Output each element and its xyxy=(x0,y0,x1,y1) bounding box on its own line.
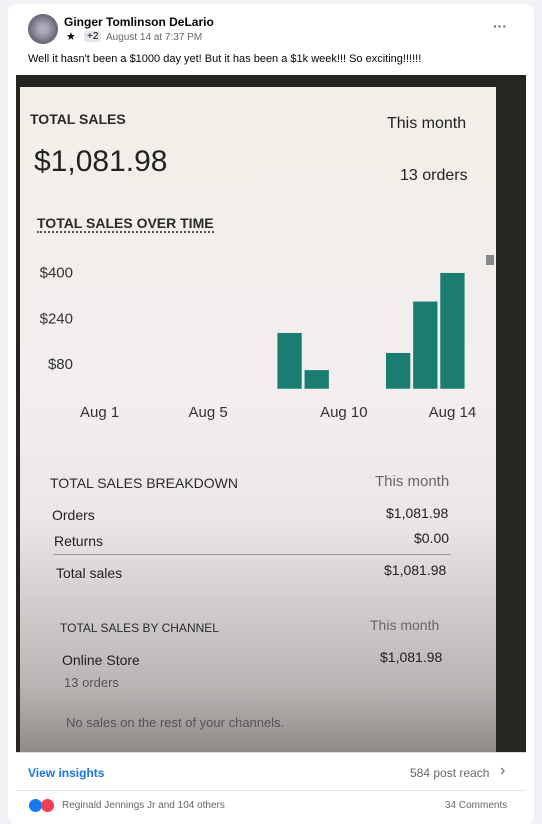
bar xyxy=(277,332,302,389)
divider xyxy=(16,752,526,753)
bar xyxy=(385,352,411,389)
y-tick-label: $400 xyxy=(40,265,73,282)
insights-link[interactable]: View insights xyxy=(28,766,105,780)
screen: TOTAL SALES This month $1,081.98 13 orde… xyxy=(20,87,496,753)
photo[interactable]: TOTAL SALES This month $1,081.98 13 orde… xyxy=(16,75,526,753)
row-label: Orders xyxy=(52,507,95,523)
row-label: Total sales xyxy=(56,565,123,581)
x-tick-label: Aug 14 xyxy=(429,404,477,421)
divider xyxy=(54,554,450,555)
author[interactable]: Ginger Tomlinson DeLario xyxy=(64,15,214,29)
channel-note: No sales on the rest of your channels. xyxy=(66,715,285,730)
reactions[interactable]: Reginald Jennings Jr and 104 others xyxy=(62,800,225,811)
post-reach[interactable]: 584 post reach xyxy=(410,766,490,780)
badge: +2 xyxy=(84,31,102,42)
total-amount: $1,081.98 xyxy=(34,145,168,178)
y-tick-label: $80 xyxy=(48,356,73,373)
channel-name: Online Store xyxy=(62,652,140,668)
like-icon xyxy=(29,799,42,812)
chevron: › xyxy=(500,762,506,779)
channel-period: This month xyxy=(370,617,440,633)
comments[interactable]: 34 Comments xyxy=(445,800,508,811)
channel-title: TOTAL SALES BY CHANNEL xyxy=(60,621,219,635)
breakdown-period: This month xyxy=(375,473,450,490)
total-sales-title: TOTAL SALES xyxy=(30,111,126,127)
row-label: Returns xyxy=(54,533,104,549)
row-value: $1,081.98 xyxy=(386,505,449,521)
channel-amount: $1,081.98 xyxy=(380,649,443,665)
timestamp[interactable]: August 14 at 7:37 PM xyxy=(106,32,203,43)
chart-title: TOTAL SALES OVER TIME xyxy=(37,215,214,233)
star-icon: ★ xyxy=(66,31,76,43)
order-count: 13 orders xyxy=(400,167,468,184)
bar xyxy=(440,272,465,389)
row-value: $1,081.98 xyxy=(384,562,447,578)
row-value: $0.00 xyxy=(414,530,450,546)
divider xyxy=(20,597,496,598)
more-button[interactable]: ··· xyxy=(493,18,507,34)
bar xyxy=(304,370,329,389)
period: This month xyxy=(387,115,467,132)
love-icon xyxy=(41,799,54,812)
x-tick-label: Aug 5 xyxy=(189,404,228,421)
divider xyxy=(16,790,526,791)
x-tick-label: Aug 10 xyxy=(320,404,368,421)
post-text: Well it hasn't been a $1000 day yet! But… xyxy=(28,53,422,65)
x-tick-label: Aug 1 xyxy=(80,404,119,421)
avatar[interactable] xyxy=(28,14,58,44)
bar xyxy=(413,301,438,389)
channel-orders: 13 orders xyxy=(64,675,119,690)
breakdown-title: TOTAL SALES BREAKDOWN xyxy=(50,475,239,491)
y-tick-label: $240 xyxy=(40,310,73,327)
scrollbar xyxy=(486,255,494,265)
